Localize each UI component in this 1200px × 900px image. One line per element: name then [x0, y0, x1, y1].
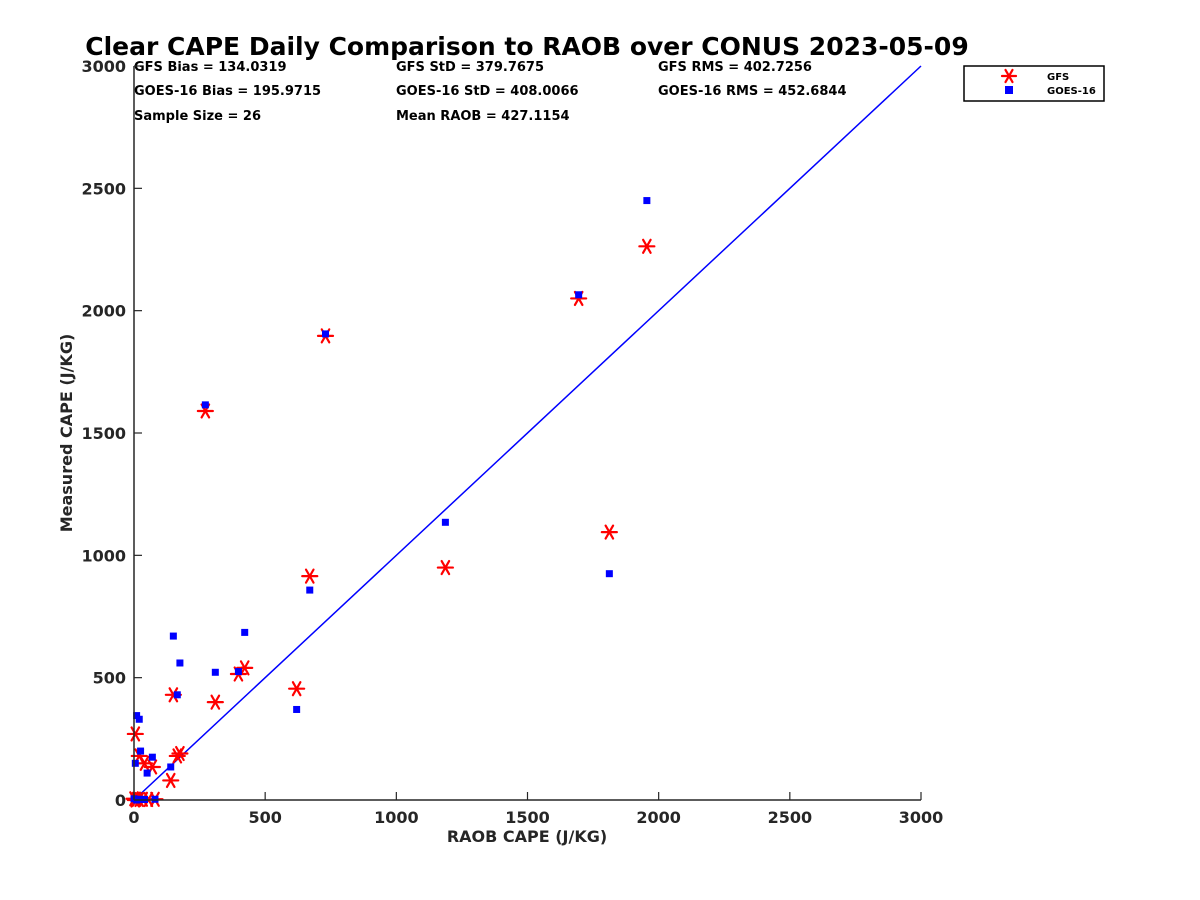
- legend-marker-goes-16: [1005, 86, 1013, 94]
- x-tick-label: 3000: [899, 808, 944, 827]
- legend-box: [963, 65, 1105, 102]
- stat-text: GFS StD = 379.7675: [396, 60, 544, 75]
- x-tick-label: 2000: [636, 808, 681, 827]
- y-tick-label: 1000: [81, 546, 126, 565]
- point-goes-16: [441, 518, 449, 526]
- point-goes-16: [143, 769, 151, 777]
- point-gfs: [638, 238, 656, 254]
- point-goes-16: [135, 715, 143, 723]
- legend-marker-gfs: [1000, 68, 1018, 84]
- point-gfs: [236, 660, 254, 676]
- stat-text: GOES-16 RMS = 452.6844: [658, 84, 847, 99]
- point-gfs: [600, 524, 618, 540]
- point-goes-16: [167, 763, 175, 771]
- point-goes-16: [201, 401, 209, 409]
- one-to-one-line: [133, 65, 922, 801]
- point-gfs: [436, 559, 454, 576]
- point-gfs: [301, 568, 319, 584]
- x-tick-label: 0: [128, 808, 139, 827]
- point-goes-16: [575, 291, 583, 299]
- x-tick-label: 1000: [374, 808, 419, 827]
- stat-text: GFS Bias = 134.0319: [134, 60, 287, 75]
- y-tick-label: 500: [93, 669, 126, 688]
- point-gfs: [126, 726, 144, 742]
- y-axis-label: Measured CAPE (J/KG): [57, 334, 76, 533]
- point-goes-16: [605, 570, 613, 578]
- point-goes-16: [234, 668, 242, 676]
- x-tick-label: 1500: [505, 808, 550, 827]
- legend-label-gfs: GFS: [1047, 72, 1069, 83]
- stat-text: Mean RAOB = 427.1154: [396, 109, 570, 124]
- point-gfs: [288, 681, 306, 697]
- y-tick-label: 2500: [81, 179, 126, 198]
- point-goes-16: [131, 759, 139, 767]
- stat-text: GFS RMS = 402.7256: [658, 60, 812, 75]
- y-tick-label: 0: [115, 791, 126, 810]
- point-goes-16: [322, 330, 330, 338]
- point-goes-16: [643, 197, 651, 205]
- stat-text: GOES-16 Bias = 195.9715: [134, 84, 321, 99]
- y-tick-label: 3000: [81, 57, 126, 76]
- x-tick-label: 2500: [768, 808, 813, 827]
- point-goes-16: [211, 668, 219, 676]
- y-tick-label: 1500: [81, 424, 126, 443]
- point-goes-16: [148, 753, 156, 761]
- series-gfs: [125, 238, 656, 808]
- point-goes-16: [293, 705, 301, 713]
- point-goes-16: [173, 691, 181, 699]
- data-points-layer: [125, 197, 656, 808]
- point-gfs: [206, 694, 224, 710]
- legend-label-goes-16: GOES-16: [1047, 86, 1096, 97]
- point-goes-16: [176, 659, 184, 667]
- stat-text: GOES-16 StD = 408.0066: [396, 84, 579, 99]
- point-goes-16: [169, 632, 177, 640]
- point-goes-16: [133, 712, 141, 720]
- chart-title: Clear CAPE Daily Comparison to RAOB over…: [85, 32, 968, 61]
- reference-line-layer: [133, 65, 922, 801]
- point-goes-16: [241, 628, 249, 636]
- stat-text: Sample Size = 26: [134, 109, 261, 124]
- y-tick-label: 2000: [81, 302, 126, 321]
- point-gfs: [168, 748, 186, 764]
- series-goes-16: [130, 197, 651, 804]
- axes: 0 500 1000 1500 2000 2500 3000 0 500 1000 1500 2000…: [81, 57, 943, 827]
- legend: GFS GOES-16: [963, 65, 1105, 102]
- stats-annotations: GFS Bias = 134.0319 GFS StD = 379.7675 GFS…: [134, 60, 847, 124]
- point-gfs: [162, 772, 180, 789]
- point-goes-16: [137, 747, 145, 755]
- point-goes-16: [306, 586, 314, 594]
- x-tick-label: 500: [248, 808, 281, 827]
- x-axis-label: RAOB CAPE (J/KG): [447, 827, 607, 846]
